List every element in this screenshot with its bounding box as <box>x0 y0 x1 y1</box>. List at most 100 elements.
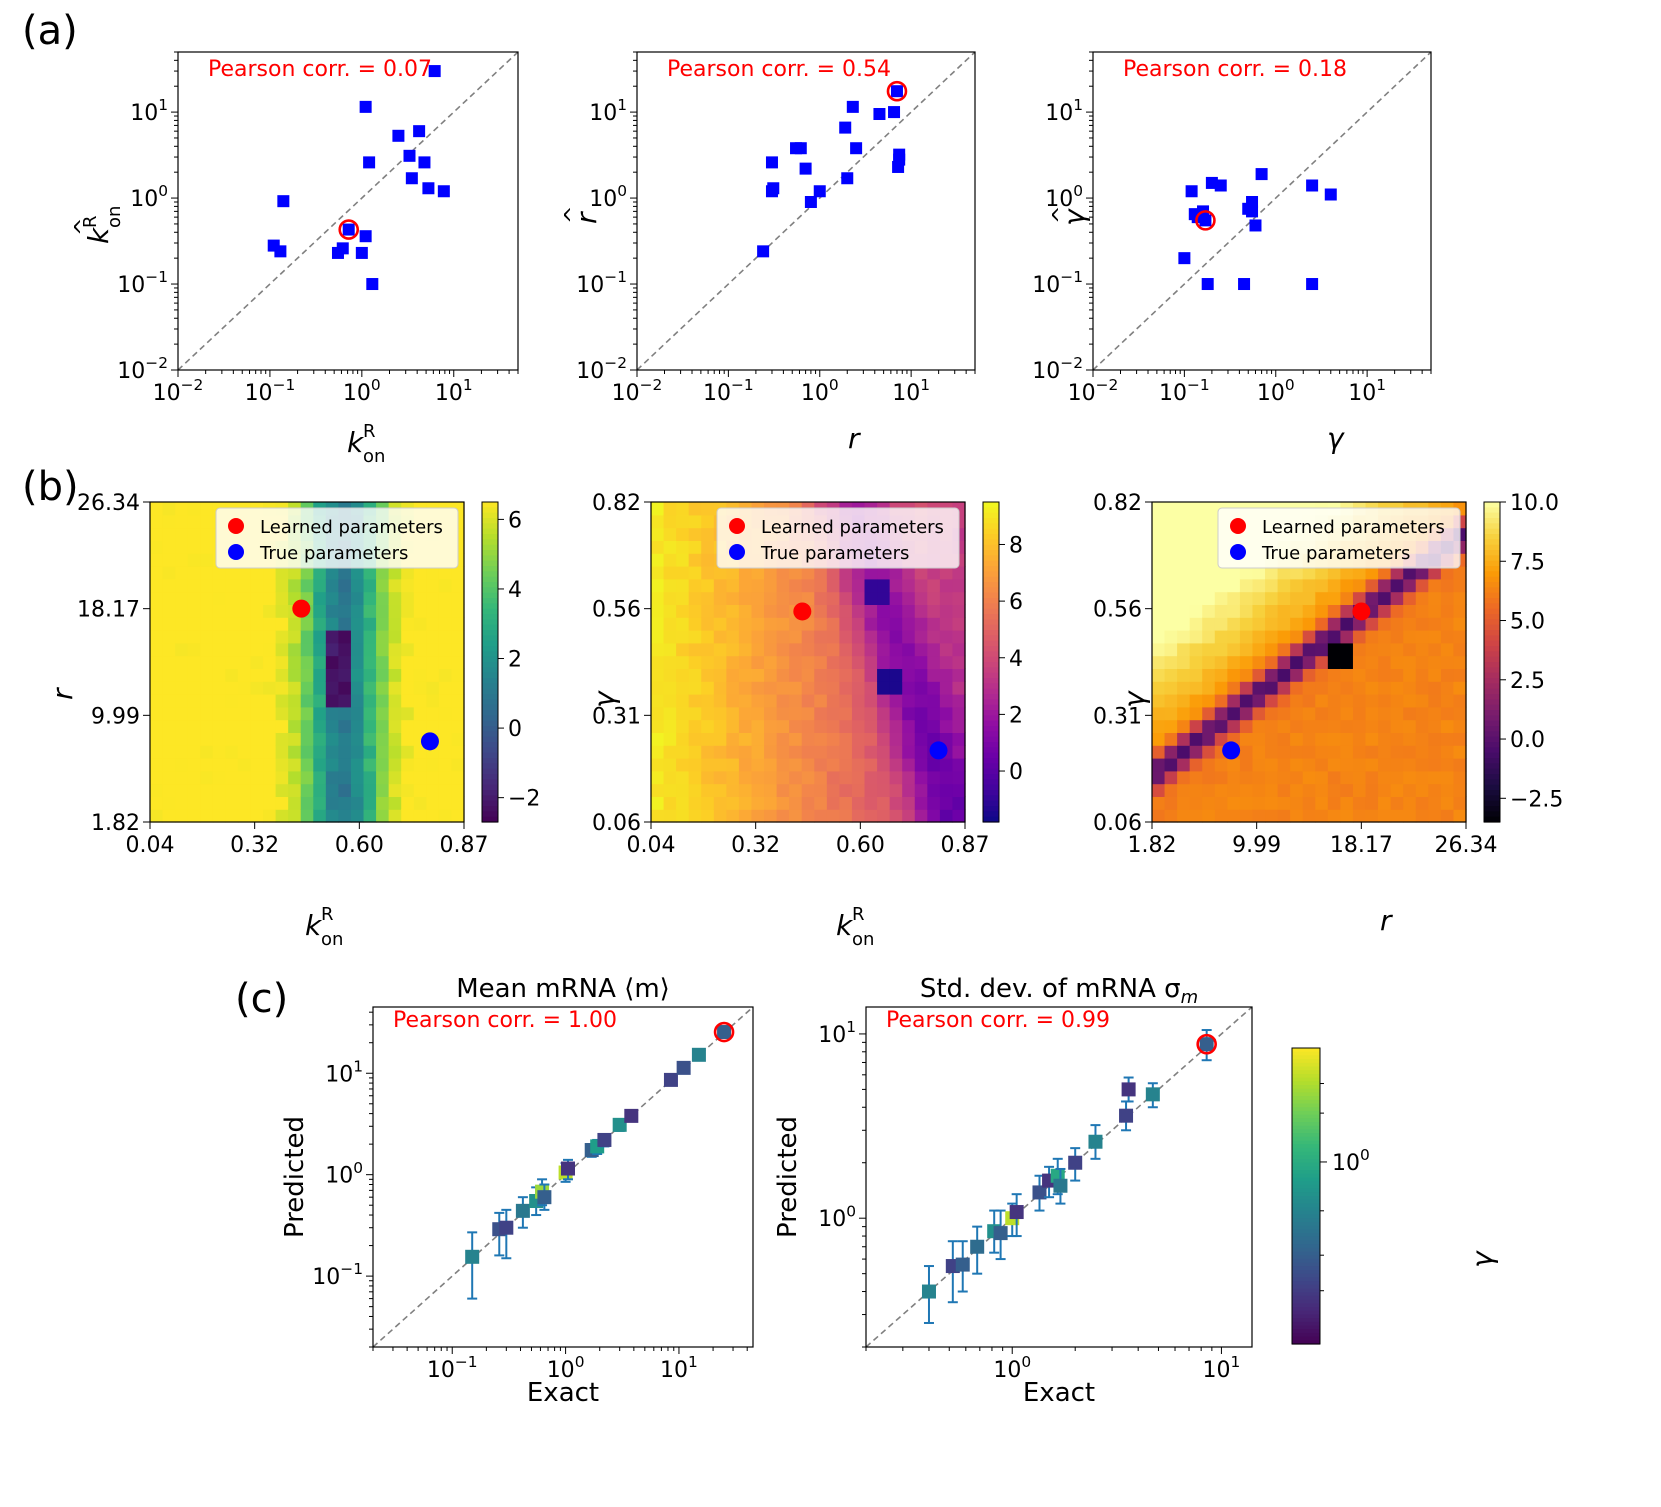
b2-colorbar-step <box>983 784 999 791</box>
b1-cell <box>413 566 427 580</box>
c2-point-3 <box>970 1239 985 1254</box>
a3-point-1 <box>1185 185 1198 198</box>
b2-cell <box>764 681 778 695</box>
b2-cell <box>688 758 702 772</box>
b2-cell <box>851 732 866 746</box>
b3-cell <box>1428 604 1442 618</box>
b3-cell <box>1340 706 1354 721</box>
b1-cell <box>237 719 252 733</box>
b3-cell <box>1352 758 1367 772</box>
b1-cell <box>225 681 239 695</box>
a1-xtick-label: 101 <box>435 376 473 406</box>
b2-cell <box>688 745 702 759</box>
b3-cell <box>1277 617 1291 631</box>
b3-cell <box>1415 604 1429 618</box>
c-colorbar-step <box>1292 1207 1320 1212</box>
b1-colorbar-step <box>482 779 498 786</box>
b2-colorbar-step <box>983 528 999 535</box>
b1-cell <box>250 758 264 772</box>
b3-cell <box>1164 783 1178 797</box>
b2-cell <box>738 758 753 772</box>
b2-cell <box>814 566 828 580</box>
b3-cell <box>1277 732 1291 746</box>
b2-cell <box>676 540 690 554</box>
b2-cell <box>826 566 840 580</box>
c-colorbar-step <box>1292 1255 1320 1260</box>
a3-point-16 <box>1306 278 1319 291</box>
a2-plot-area <box>637 52 975 370</box>
b3-cell <box>1265 668 1279 682</box>
b2-cell <box>663 617 677 631</box>
b2-cell <box>688 630 702 644</box>
b3-cell <box>1302 617 1316 631</box>
b3-colorbar-step <box>1484 752 1500 759</box>
c2-plot-area <box>866 1007 1252 1347</box>
b3-cell <box>1252 668 1266 682</box>
b2-colorbar-step <box>983 672 999 679</box>
b2-xtick-label: 0.04 <box>627 833 676 858</box>
b3-cell <box>1239 617 1254 631</box>
b2-xtick-label: 0.32 <box>731 833 780 858</box>
b2-cell <box>688 719 702 733</box>
b2-learned-marker <box>793 602 812 621</box>
b1-cell <box>212 591 226 605</box>
b3-cell <box>1202 553 1216 567</box>
b3-cell <box>1252 706 1266 721</box>
b2-cell <box>776 694 790 708</box>
b2-cell <box>701 706 715 721</box>
b1-colorbar-step <box>482 539 498 546</box>
b1-cell <box>200 514 214 529</box>
b3-cell <box>1239 719 1254 733</box>
a2-ytick-label: 101 <box>589 96 627 126</box>
svg-text:γ: γ <box>1327 422 1345 455</box>
a2-xlabel: r <box>848 422 861 455</box>
b3-cell <box>1252 681 1266 695</box>
b2-cell <box>663 578 677 593</box>
b1-cell <box>438 706 453 721</box>
b2-cell <box>952 770 966 785</box>
b3-cell <box>1352 770 1367 785</box>
a1-point-1 <box>274 245 287 258</box>
b1-colorbar-step <box>482 688 498 695</box>
b3-cell <box>1340 681 1354 695</box>
b1-cell <box>438 604 453 618</box>
b2-cell <box>952 745 966 759</box>
c2-point-5 <box>993 1226 1008 1241</box>
b3-cell <box>1453 630 1467 644</box>
a3-xtick-label: 10−2 <box>1068 376 1119 406</box>
b3-colorbar-step <box>1484 507 1500 514</box>
b2-colorbar-step <box>983 742 999 748</box>
b2-cell <box>651 758 665 772</box>
a1-xlabel: k R on <box>347 421 385 467</box>
b3-cell <box>1189 502 1203 516</box>
b1-cell <box>250 566 264 580</box>
b1-cell <box>250 809 264 823</box>
b3-cell <box>1340 630 1354 644</box>
b1-cell <box>376 783 390 797</box>
a3-xtick-label: 100 <box>1257 376 1295 406</box>
b1-cell <box>313 732 327 746</box>
b1-cell <box>175 566 189 580</box>
b3-cell <box>1265 694 1279 708</box>
b2-cell <box>789 655 803 669</box>
b2-cell <box>952 732 966 746</box>
a2-point-0 <box>757 245 770 258</box>
b1-cell <box>212 745 226 759</box>
b1-cell <box>288 770 302 785</box>
b3-colorbar-step <box>1484 539 1500 546</box>
b3-cell <box>1365 732 1379 746</box>
b1-cell <box>237 642 252 657</box>
b1-cell <box>162 809 176 823</box>
b2-cell <box>651 796 665 810</box>
b3-cell <box>1327 745 1341 759</box>
b1-cell <box>438 591 453 605</box>
b2-cell <box>851 809 866 823</box>
b2-cell <box>826 770 840 785</box>
b3-cell <box>1403 668 1417 682</box>
a2-point-11 <box>846 100 859 113</box>
b2-cell <box>789 758 803 772</box>
b1-cell <box>250 732 264 746</box>
b1-cell <box>150 553 164 567</box>
b2-cell <box>663 540 677 554</box>
b3-cell <box>1390 770 1404 785</box>
